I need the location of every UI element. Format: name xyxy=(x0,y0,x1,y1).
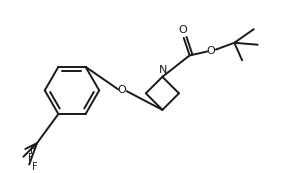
Text: F: F xyxy=(30,145,36,155)
Text: O: O xyxy=(118,85,126,95)
Text: O: O xyxy=(179,25,187,35)
Text: F: F xyxy=(32,162,38,172)
Text: F: F xyxy=(28,153,34,163)
Text: O: O xyxy=(207,45,215,56)
Text: N: N xyxy=(159,65,168,75)
